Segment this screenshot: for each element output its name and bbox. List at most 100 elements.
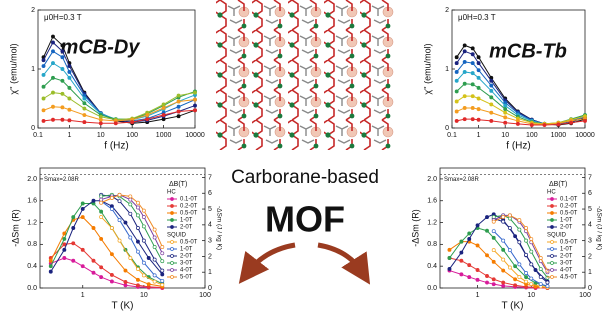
data-point xyxy=(124,280,127,283)
data-point xyxy=(129,256,132,259)
data-point xyxy=(193,91,196,94)
data-point xyxy=(471,106,474,109)
legend-marker xyxy=(171,262,174,265)
data-point xyxy=(100,201,103,204)
y-tick-label: 1 xyxy=(31,66,35,73)
data-point xyxy=(51,50,54,53)
data-point xyxy=(61,79,64,82)
data-point xyxy=(142,239,145,242)
y-tick-label: 0.0 xyxy=(427,285,437,292)
y-tick-label: 1.2 xyxy=(427,219,437,226)
data-point xyxy=(502,215,505,218)
series-line xyxy=(457,62,585,124)
data-point xyxy=(68,64,71,67)
data-point xyxy=(455,110,458,113)
data-point xyxy=(524,239,527,242)
data-point xyxy=(63,248,66,251)
data-point xyxy=(518,263,521,266)
data-point xyxy=(463,60,466,63)
legend-marker xyxy=(551,241,554,244)
legend-marker xyxy=(551,198,554,201)
legend-marker xyxy=(551,262,554,265)
legend-marker xyxy=(171,212,174,215)
field-annotation: μ0H=0.3 T xyxy=(44,13,82,22)
y-tick-label: 0.8 xyxy=(27,241,37,248)
data-point xyxy=(477,56,480,59)
data-point xyxy=(153,274,156,277)
x-tick-label: 10000 xyxy=(575,132,595,139)
data-point xyxy=(110,226,113,229)
data-point xyxy=(492,236,495,239)
data-point xyxy=(193,109,196,112)
data-point xyxy=(508,249,511,252)
y-axis-label: χ'' (emu/mol) xyxy=(8,43,18,94)
data-point xyxy=(129,198,132,201)
y2-tick-label: 5 xyxy=(588,206,592,213)
data-point xyxy=(583,119,586,122)
data-point xyxy=(471,118,474,121)
data-point xyxy=(502,269,505,272)
legend-marker xyxy=(171,269,174,272)
legend-group: SQUID xyxy=(547,233,567,239)
data-point xyxy=(124,284,127,287)
data-point xyxy=(83,97,86,100)
data-point xyxy=(162,103,165,106)
data-point xyxy=(492,283,495,286)
data-point xyxy=(485,229,488,232)
data-point xyxy=(502,239,505,242)
data-point xyxy=(463,82,466,85)
data-point xyxy=(468,275,471,278)
data-point xyxy=(136,226,139,229)
data-point xyxy=(118,193,121,196)
data-point xyxy=(460,240,463,243)
data-point xyxy=(114,122,117,125)
y-tick-label: 0 xyxy=(445,125,449,132)
legend-label: 3-0T xyxy=(180,261,193,267)
data-point xyxy=(81,215,84,218)
y-tick-label: 1 xyxy=(445,66,449,73)
data-point xyxy=(455,119,458,122)
data-point xyxy=(463,44,466,47)
data-point xyxy=(463,106,466,109)
data-point xyxy=(193,104,196,107)
y-tick-label: 2.0 xyxy=(427,176,437,183)
data-point xyxy=(492,249,495,252)
data-point xyxy=(51,91,54,94)
data-point xyxy=(524,280,527,283)
data-point xyxy=(81,248,84,251)
data-point xyxy=(502,284,505,287)
legend-label: 0.5-0T xyxy=(560,240,578,246)
data-point xyxy=(530,282,533,285)
data-point xyxy=(524,271,527,274)
data-point xyxy=(477,62,480,65)
legend-title: ΔB(T) xyxy=(549,181,567,188)
y2-tick-label: 6 xyxy=(208,190,212,197)
data-point xyxy=(504,108,507,111)
data-point xyxy=(68,119,71,122)
data-point xyxy=(455,90,458,93)
data-point xyxy=(63,243,66,246)
data-point xyxy=(42,109,45,112)
data-point xyxy=(153,228,156,231)
data-point xyxy=(42,59,45,62)
data-point xyxy=(518,219,521,222)
x-tick-label: 10 xyxy=(140,292,148,299)
y-tick-label: 0.4 xyxy=(27,263,37,270)
legend-marker xyxy=(551,269,554,272)
data-point xyxy=(177,100,180,103)
data-point xyxy=(136,284,139,287)
data-point xyxy=(546,285,549,288)
y2-tick-label: 7 xyxy=(588,174,592,181)
data-point xyxy=(124,269,127,272)
data-point xyxy=(455,79,458,82)
y-tick-label: 0.8 xyxy=(427,241,437,248)
legend-group: SQUID xyxy=(167,233,187,239)
y2-tick-label: 3 xyxy=(588,237,592,244)
data-point xyxy=(504,104,507,107)
x-tick-label: 10000 xyxy=(185,132,205,139)
data-point xyxy=(514,278,517,281)
series-line xyxy=(44,51,195,121)
legend-label: 2-0T xyxy=(560,254,573,260)
x-axis-label: T (K) xyxy=(111,301,133,312)
x-tick-label: 10 xyxy=(97,132,105,139)
